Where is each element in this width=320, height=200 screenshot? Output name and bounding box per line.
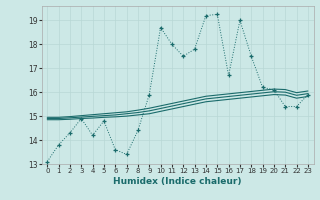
X-axis label: Humidex (Indice chaleur): Humidex (Indice chaleur): [113, 177, 242, 186]
